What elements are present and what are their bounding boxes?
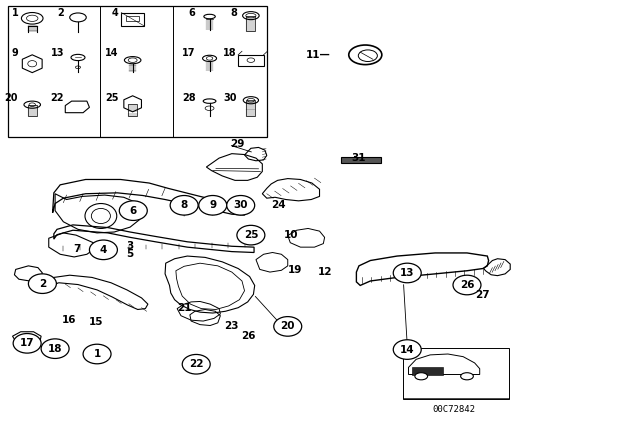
Text: 13: 13 xyxy=(51,48,64,58)
Bar xyxy=(28,105,36,116)
Text: 18: 18 xyxy=(48,344,62,353)
Bar xyxy=(246,100,255,116)
Text: 26: 26 xyxy=(460,280,474,290)
Bar xyxy=(412,367,443,375)
Text: 3: 3 xyxy=(127,241,134,251)
Text: 30: 30 xyxy=(223,93,237,103)
Text: 22: 22 xyxy=(189,359,204,369)
Text: 22: 22 xyxy=(51,93,64,103)
Text: 8: 8 xyxy=(230,8,237,18)
Circle shape xyxy=(13,333,41,353)
Circle shape xyxy=(237,225,265,245)
Text: 25: 25 xyxy=(105,93,118,103)
Bar xyxy=(128,104,137,116)
Text: 17: 17 xyxy=(20,338,35,348)
Text: 00C72842: 00C72842 xyxy=(433,405,476,414)
Text: 28: 28 xyxy=(182,93,196,103)
Bar xyxy=(246,16,255,31)
Bar xyxy=(238,55,264,65)
Text: 10: 10 xyxy=(284,230,299,240)
Circle shape xyxy=(227,195,255,215)
Text: 14: 14 xyxy=(400,345,415,354)
Text: 27: 27 xyxy=(475,290,490,300)
Text: 23: 23 xyxy=(225,321,239,332)
Text: 20: 20 xyxy=(280,321,295,332)
Circle shape xyxy=(119,201,147,220)
Text: 31: 31 xyxy=(352,153,366,163)
Circle shape xyxy=(83,344,111,364)
Text: 5: 5 xyxy=(127,249,134,259)
Text: 17: 17 xyxy=(182,48,196,58)
Text: 9: 9 xyxy=(209,200,216,210)
Text: 1: 1 xyxy=(93,349,100,359)
Circle shape xyxy=(182,354,210,374)
Text: 26: 26 xyxy=(241,331,255,341)
Circle shape xyxy=(90,240,117,260)
Bar xyxy=(403,348,509,400)
Bar xyxy=(341,157,381,163)
Text: 15: 15 xyxy=(88,317,103,327)
Text: 2: 2 xyxy=(39,279,46,289)
Bar xyxy=(121,13,144,26)
Circle shape xyxy=(453,275,481,295)
Text: 12: 12 xyxy=(317,267,332,276)
Text: 18: 18 xyxy=(223,48,237,58)
Circle shape xyxy=(393,263,421,283)
Text: 21: 21 xyxy=(177,303,192,313)
Text: 8: 8 xyxy=(180,200,188,210)
Text: 24: 24 xyxy=(271,200,286,210)
Text: 6: 6 xyxy=(189,8,196,18)
Text: 11—: 11— xyxy=(305,50,330,60)
Circle shape xyxy=(28,274,56,293)
Text: 2: 2 xyxy=(57,8,64,18)
Text: 25: 25 xyxy=(244,230,258,240)
Text: 14: 14 xyxy=(105,48,118,58)
Text: 4: 4 xyxy=(112,8,118,18)
Text: 19: 19 xyxy=(288,265,303,276)
Text: 6: 6 xyxy=(130,206,137,215)
Text: 13: 13 xyxy=(400,268,415,278)
Bar xyxy=(126,16,139,22)
Text: 1: 1 xyxy=(12,8,18,18)
Circle shape xyxy=(170,195,198,215)
Ellipse shape xyxy=(415,373,428,380)
Text: 7: 7 xyxy=(73,244,81,254)
Circle shape xyxy=(274,317,301,336)
Text: 29: 29 xyxy=(230,139,244,149)
Text: 9: 9 xyxy=(12,48,18,58)
Bar xyxy=(8,6,268,137)
Circle shape xyxy=(199,195,227,215)
Text: 30: 30 xyxy=(234,200,248,210)
Text: 4: 4 xyxy=(100,245,107,255)
Circle shape xyxy=(393,340,421,359)
Circle shape xyxy=(41,339,69,358)
Text: 20: 20 xyxy=(4,93,18,103)
Text: 16: 16 xyxy=(62,315,76,325)
Ellipse shape xyxy=(461,373,474,380)
